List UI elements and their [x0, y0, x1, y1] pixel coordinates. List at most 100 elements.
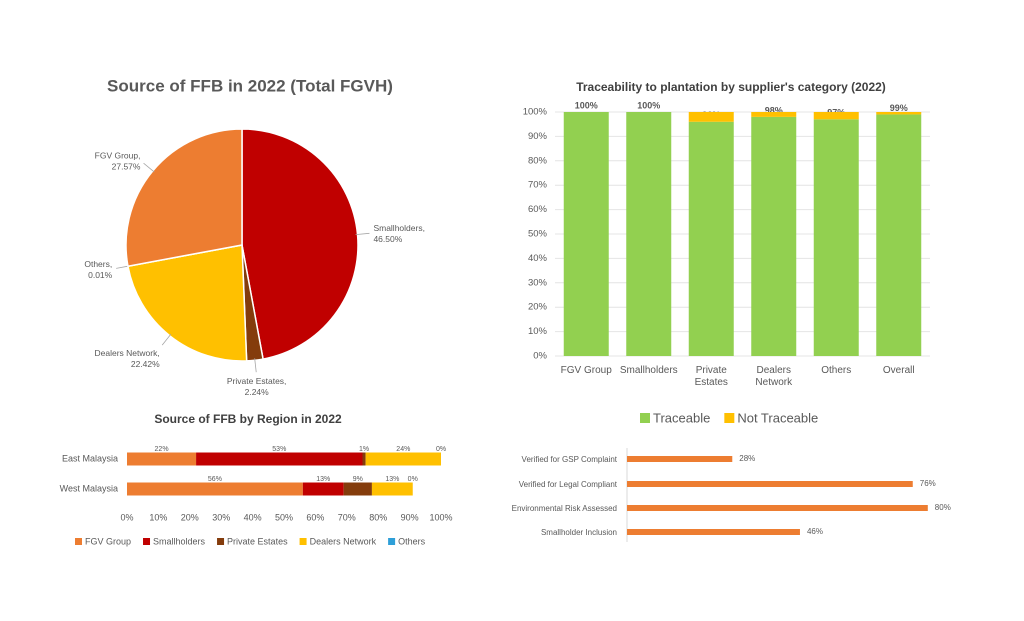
bar-title: Traceability to plantation by supplier's…: [576, 80, 886, 94]
pie-label-value: 0.01%: [88, 270, 113, 280]
pie-label-name: Smallholders,: [373, 223, 425, 233]
pie-label-name: Others,: [84, 259, 112, 269]
data-label: 100%: [575, 100, 598, 110]
y-tick-label: 10%: [528, 326, 548, 337]
y-tick-label: Verified for GSP Complaint: [522, 455, 618, 464]
legend-swatch: [217, 538, 225, 545]
pie-label: Smallholders, 46.50%: [373, 223, 425, 244]
x-tick-label: 60%: [306, 512, 324, 522]
bar-segment: [626, 112, 672, 356]
x-tick-label: FGV Group: [560, 365, 612, 376]
y-tick-label: 70%: [528, 180, 548, 191]
data-label: 28%: [739, 454, 755, 463]
legend-swatch: [640, 413, 650, 423]
data-label: 1%: [359, 446, 369, 453]
legend-label: Dealers Network: [310, 536, 377, 546]
leader-line: [161, 333, 172, 346]
data-label: 53%: [272, 446, 286, 453]
y-tick-label: Verified for Legal Compliant: [519, 480, 618, 489]
leader-line: [355, 232, 370, 236]
data-label: 80%: [935, 503, 951, 512]
x-tick-label: 30%: [212, 512, 230, 522]
legend-swatch: [724, 413, 735, 423]
leader-line: [143, 162, 155, 173]
bar: [627, 456, 733, 462]
bar: [627, 481, 913, 487]
data-label: 46%: [807, 527, 823, 536]
bar-segment: [365, 452, 441, 466]
bar-segment: [127, 452, 197, 466]
x-tick-label: Others: [821, 365, 852, 376]
pie-label-name: FGV Group,: [95, 151, 141, 161]
y-tick-label: East Malaysia: [62, 453, 118, 463]
data-label: 99%: [890, 103, 908, 113]
pie-label-value: 22.42%: [131, 359, 160, 369]
y-tick-label: Smallholder Inclusion: [541, 528, 617, 537]
bar-segment: [563, 112, 609, 356]
data-label: 0%: [436, 446, 446, 453]
y-tick-label: 50%: [528, 229, 548, 240]
pie-label: Dealers Network, 22.42%: [95, 348, 161, 369]
x-tick-label: Dealers Network: [755, 365, 793, 388]
data-label: 13%: [385, 476, 399, 483]
x-tick-label: 80%: [369, 512, 387, 522]
legend-swatch: [299, 538, 307, 545]
data-label: 98%: [765, 105, 783, 115]
y-tick-label: 80%: [528, 155, 548, 166]
pie-label: Private Estates, 2.24%: [227, 376, 287, 397]
legend-label: FGV Group: [85, 536, 131, 546]
bar: [627, 505, 928, 511]
legend-swatch: [75, 538, 82, 545]
bar: [627, 529, 800, 535]
x-tick-label: Private Estates: [694, 365, 728, 388]
bar-segment: [371, 482, 413, 496]
pie-title: Source of FFB in 2022 (Total FGVH): [107, 76, 393, 95]
pie-label-value: 46.50%: [373, 234, 402, 244]
pie-label-name: Dealers Network,: [95, 348, 160, 358]
legend-label: Smallholders: [153, 536, 206, 546]
bar-segment: [751, 116, 797, 356]
data-label: 0%: [408, 476, 418, 483]
data-label: 24%: [396, 446, 410, 453]
pie-label-name: Private Estates,: [227, 376, 287, 386]
pie-slice: [241, 128, 359, 360]
pie-label-value: 2.24%: [245, 387, 270, 397]
region-title: Source of FFB by Region in 2022: [154, 412, 342, 426]
data-label: 9%: [353, 476, 363, 483]
y-tick-label: Environmental Risk Assessed: [512, 504, 617, 513]
data-label: 22%: [155, 446, 169, 453]
bar-segment: [813, 112, 859, 120]
x-tick-label: Smallholders: [619, 365, 678, 376]
y-tick-label: 60%: [528, 204, 548, 215]
legend-label: Private Estates: [227, 536, 288, 546]
x-tick-label: 40%: [244, 512, 262, 522]
bar-segment: [343, 482, 372, 496]
data-label: 13%: [316, 476, 330, 483]
legend-swatch: [143, 538, 151, 545]
y-tick-label: 90%: [528, 131, 548, 142]
bar-segment: [876, 112, 922, 115]
data-label: 100%: [637, 100, 660, 110]
y-tick-label: 30%: [528, 277, 548, 288]
x-tick-label: 10%: [149, 512, 167, 522]
y-tick-label: 0%: [533, 351, 547, 362]
y-tick-label: 40%: [528, 253, 548, 264]
x-tick-label: Overall: [882, 365, 915, 376]
x-tick-label: 90%: [401, 512, 419, 522]
bar-segment: [751, 112, 797, 117]
bar-segment: [127, 482, 303, 496]
bar-segment: [302, 482, 344, 496]
legend-label: Others: [398, 536, 426, 546]
legend-label: Traceable: [653, 410, 710, 425]
bar-segment: [362, 452, 366, 466]
pie-slice: [125, 128, 243, 268]
x-tick-label: 70%: [338, 512, 356, 522]
pie-label-value: 27.57%: [112, 162, 141, 172]
x-tick-label: 20%: [181, 512, 199, 522]
x-tick-label: 50%: [275, 512, 293, 522]
legend-swatch: [388, 538, 396, 545]
x-tick-label: 0%: [120, 512, 133, 522]
legend-label: Not Traceable: [737, 410, 818, 425]
